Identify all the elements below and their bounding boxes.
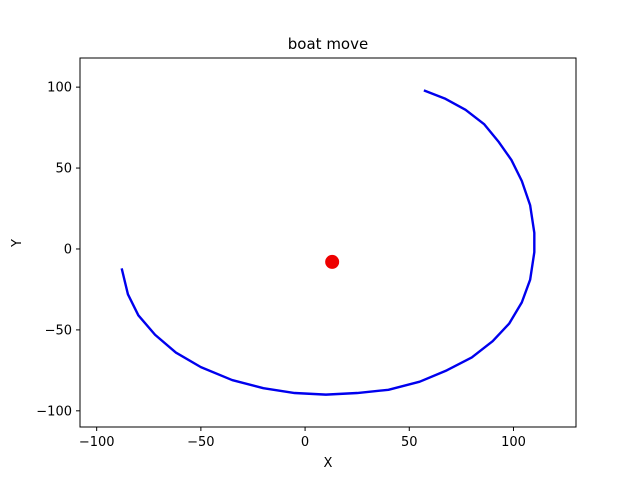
y-axis-label: Y: [10, 239, 25, 248]
boat-position-point-0: [325, 254, 340, 269]
x-tick-label: 0: [301, 435, 309, 450]
y-tick-label: −100: [36, 404, 72, 419]
x-tick-label: 50: [401, 435, 418, 450]
plot-frame: [79, 57, 577, 428]
x-axis-label: X: [324, 456, 333, 471]
y-tick-label: 100: [47, 81, 72, 96]
points-layer: [325, 254, 340, 269]
y-tick-label: 0: [64, 242, 72, 257]
x-tick-label: −50: [187, 435, 214, 450]
x-tick-label: −100: [79, 435, 115, 450]
x-tick-label: 100: [501, 435, 526, 450]
plot-area: [79, 57, 577, 428]
y-tick-label: 50: [55, 162, 72, 177]
y-tick-label: −50: [45, 323, 72, 338]
chart-title: boat move: [288, 35, 368, 53]
x-axis-ticks: −100 −50 0 50 100: [79, 427, 526, 450]
plot-background: [80, 58, 576, 427]
y-axis-ticks: −100 −50 0 50 100: [36, 81, 80, 419]
series-layer: [120, 89, 536, 396]
series-line-0: [120, 89, 536, 396]
